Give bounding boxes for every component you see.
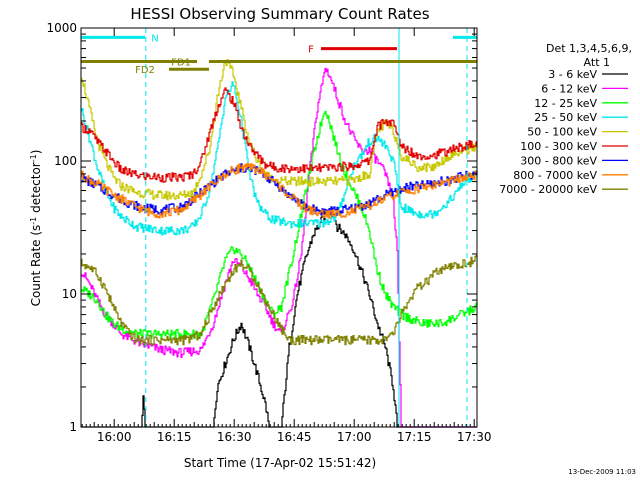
flag-label-n: N: [151, 33, 158, 44]
legend-label-25-50-kev: 25 - 50 keV: [534, 111, 597, 124]
y-tick-label-10: 10: [62, 287, 77, 301]
y-axis-label-part-1: Count Rate (s: [29, 225, 43, 307]
legend-title-line-2: Att 1: [584, 56, 610, 69]
x-tick-label-16-00: 16:00: [97, 430, 132, 444]
flag-label-f: F: [308, 45, 314, 56]
y-axis-label: Count Rate (s-1 detector-1): [29, 150, 44, 307]
y-tick-label-1000: 1000: [46, 21, 77, 35]
timestamp-label: 13-Dec-2009 11:03: [568, 468, 636, 476]
legend-label-3-6-kev: 3 - 6 keV: [548, 68, 597, 81]
x-tick-label-16-15: 16:15: [157, 430, 192, 444]
series-layer: [81, 59, 478, 428]
x-tick-label-16-30: 16:30: [217, 430, 252, 444]
y-axis-label-part-3: ): [29, 150, 43, 155]
flag-label-fd2: FD2: [135, 65, 155, 76]
series-line-7000-20000-kev: [81, 255, 478, 346]
vline-layer: [145, 28, 468, 427]
series-line-12-25-kev: [81, 110, 478, 340]
series-line-25-50-kev: [81, 81, 478, 236]
chart-title: HESSI Observing Summary Count Rates: [130, 5, 429, 23]
y-axis-label-part-2: detector: [29, 162, 43, 217]
legend-label-6-12-kev: 6 - 12 keV: [541, 82, 597, 95]
series-line-100-300-kev: [81, 87, 478, 183]
y-tick-label-1: 1: [69, 420, 77, 434]
series-line-800-7000-kev: [81, 162, 478, 219]
flag-label-fd1: FD1: [171, 57, 191, 68]
axis-layer: 16:00 16:15 16:30 16:45 17:00 17:15 17:30 1 10 10…: [46, 21, 491, 444]
x-tick-label-17-00: 17:00: [337, 430, 372, 444]
x-tick-label-17-15: 17:15: [397, 430, 432, 444]
x-axis-label: Start Time (17-Apr-02 15:51:42): [184, 456, 376, 470]
y-axis-label-sup-1: -1: [29, 217, 38, 225]
legend-label-7000-20000-kev: 7000 - 20000 keV: [499, 183, 597, 196]
legend-label-800-7000-kev: 800 - 7000 keV: [513, 169, 597, 182]
plot-frame: [80, 27, 478, 428]
flag-layer: N F FD1 FD2: [81, 33, 477, 76]
legend-label-12-25-kev: 12 - 25 keV: [534, 97, 597, 110]
legend-title-line-1: Det 1,3,4,5,6,9,: [546, 42, 632, 55]
x-tick-label-17-30: 17:30: [457, 430, 492, 444]
x-tick-label-16-45: 16:45: [277, 430, 312, 444]
series-line-50-100-kev: [81, 59, 478, 201]
legend-label-50-100-kev: 50 - 100 keV: [527, 126, 597, 139]
y-tick-label-100: 100: [54, 154, 77, 168]
series-line-6-12-kev: [81, 67, 477, 428]
y-axis-label-sup-2: -1: [29, 154, 38, 162]
legend-label-300-800-kev: 300 - 800 keV: [520, 154, 597, 167]
legend-label-100-300-kev: 100 - 300 keV: [520, 140, 597, 153]
